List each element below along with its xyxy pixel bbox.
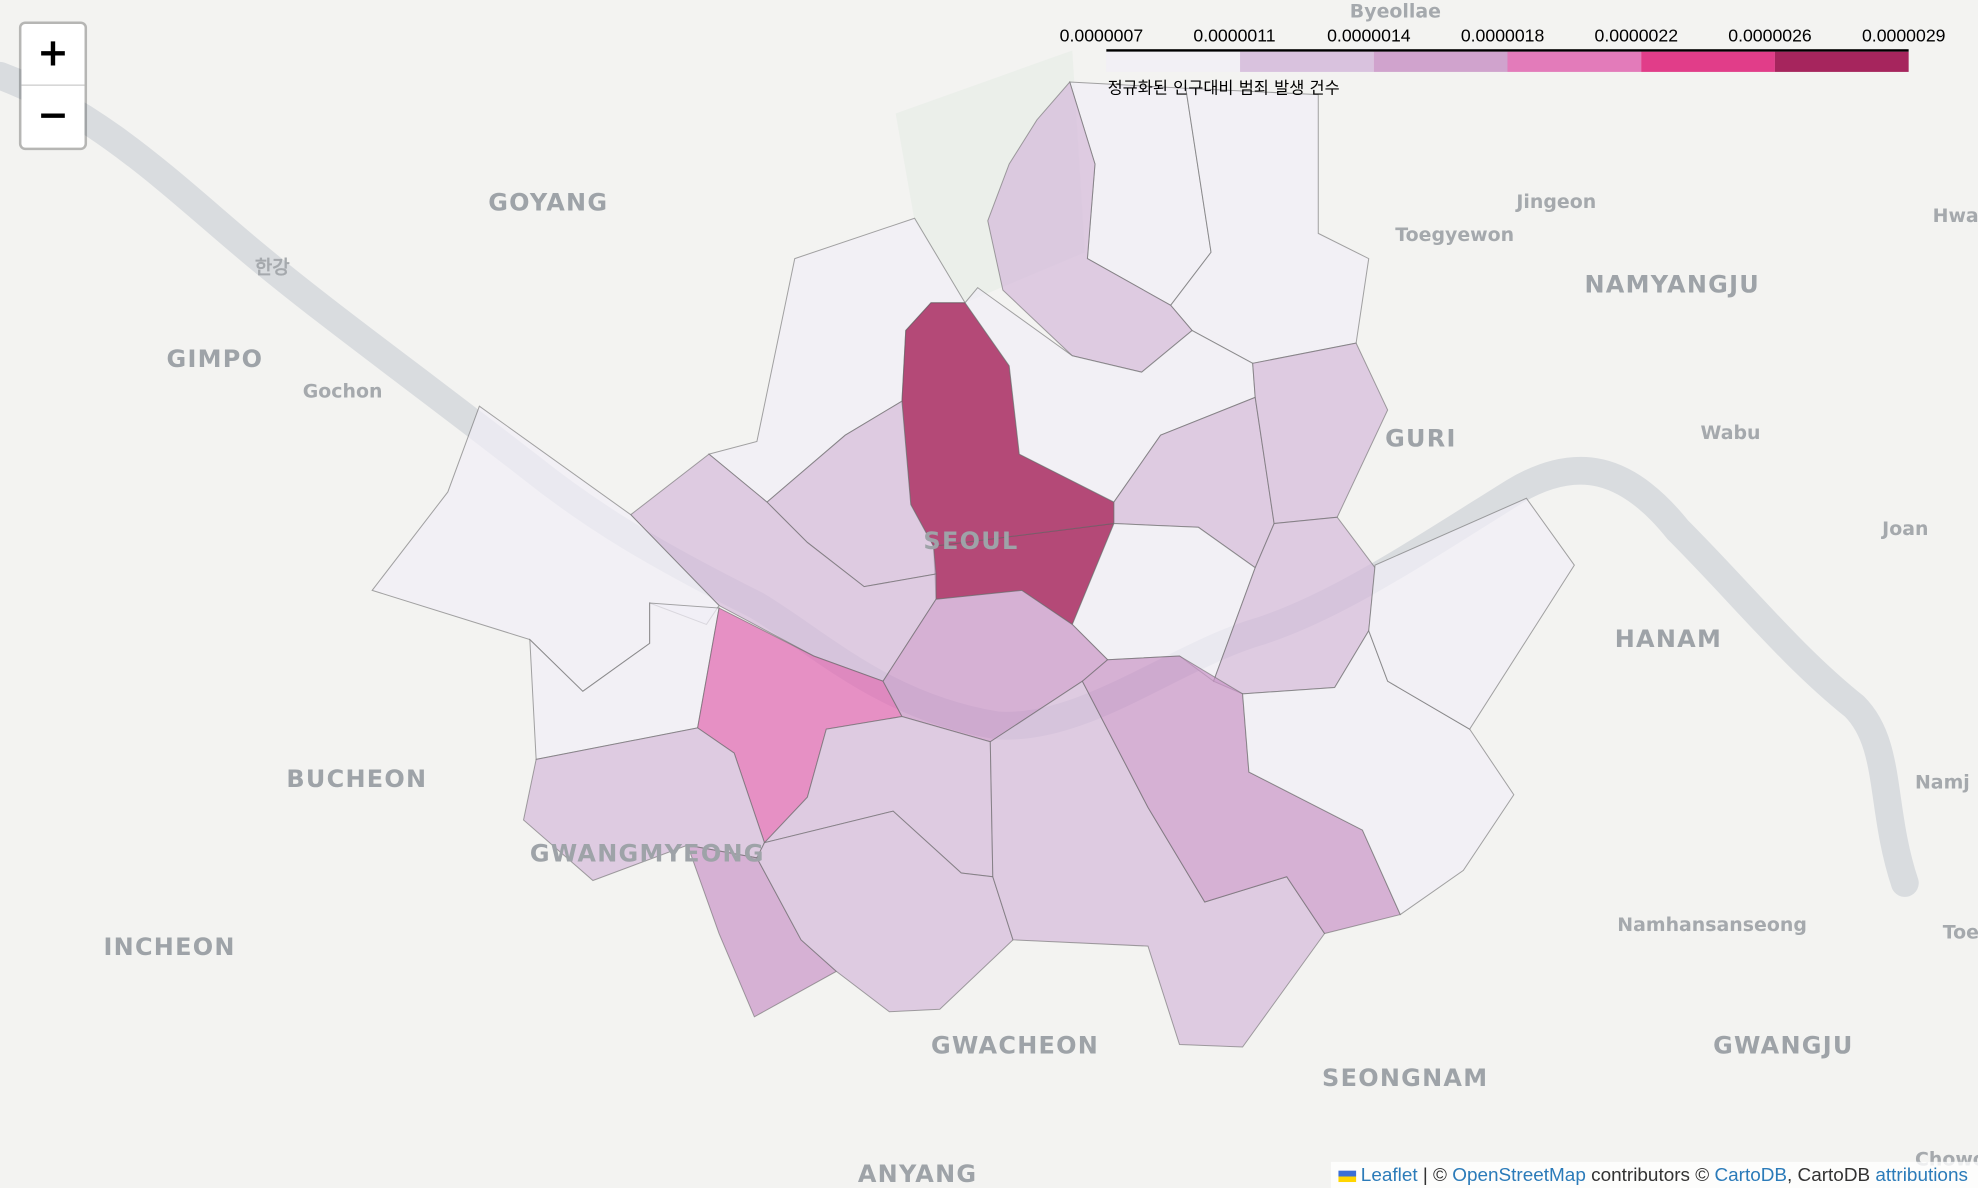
zoom-in-button[interactable]: + bbox=[21, 24, 85, 86]
legend-tick-label: 0.0000018 bbox=[1460, 25, 1545, 46]
place-label: Toegyewon bbox=[1395, 223, 1515, 246]
legend-tick-label: 0.0000014 bbox=[1327, 25, 1411, 46]
place-label: Wabu bbox=[1700, 421, 1761, 445]
legend-swatch bbox=[1507, 51, 1642, 72]
attribution-contributors: contributors © bbox=[1585, 1164, 1715, 1186]
place-label: SEONGNAM bbox=[1322, 1064, 1489, 1093]
place-label: Byeollae bbox=[1349, 0, 1441, 23]
color-legend: 0.0000007 0.0000011 0.0000014 0.0000018 0.00… bbox=[1060, 23, 1962, 105]
legend-axis-line bbox=[1106, 49, 1909, 52]
legend-swatch bbox=[1641, 51, 1775, 72]
place-label: 한강 bbox=[254, 256, 290, 279]
place-label: SEOUL bbox=[923, 527, 1019, 556]
attribution-cartodb-text: , CartoDB bbox=[1787, 1164, 1876, 1186]
legend-tick-label: 0.0000022 bbox=[1594, 25, 1679, 46]
cartodb-link[interactable]: CartoDB bbox=[1714, 1164, 1788, 1186]
place-label: Gochon bbox=[302, 379, 383, 403]
place-label: HANAM bbox=[1614, 625, 1723, 654]
place-label: GWANGMYEONG bbox=[529, 840, 765, 868]
attributions-link[interactable]: attributions bbox=[1875, 1164, 1968, 1186]
attribution-separator: | © bbox=[1417, 1164, 1453, 1186]
district-polygon[interactable] bbox=[629, 453, 937, 682]
place-label: Joan bbox=[1882, 517, 1929, 540]
legend-swatch bbox=[1373, 51, 1508, 72]
attribution: Leaflet | © OpenStreetMap contributors ©… bbox=[1330, 1161, 1978, 1188]
openstreetmap-link[interactable]: OpenStreetMap bbox=[1452, 1164, 1586, 1186]
ukraine-flag-icon bbox=[1338, 1170, 1356, 1182]
zoom-control: + − bbox=[18, 21, 88, 151]
place-label: GOYANG bbox=[488, 189, 609, 217]
place-label: NAMYANGJU bbox=[1584, 271, 1760, 299]
place-label: Hwa bbox=[1932, 204, 1978, 228]
legend-tick-label: 0.0000011 bbox=[1193, 25, 1276, 46]
place-label: ANYANG bbox=[857, 1160, 978, 1188]
leaflet-link[interactable]: Leaflet bbox=[1360, 1164, 1418, 1186]
place-label: GWACHEON bbox=[930, 1031, 1100, 1060]
place-label: GIMPO bbox=[166, 345, 264, 374]
place-label: Namhansanseong bbox=[1617, 913, 1807, 937]
legend-swatch bbox=[1240, 51, 1374, 72]
legend-tick-label: 0.0000026 bbox=[1728, 25, 1812, 46]
district-polygon[interactable] bbox=[1368, 497, 1575, 730]
place-label: Jingeon bbox=[1516, 190, 1597, 214]
zoom-out-button[interactable]: − bbox=[37, 93, 69, 138]
legend-tick-label: 0.0000029 bbox=[1861, 25, 1946, 46]
place-label: Toe bbox=[1942, 920, 1978, 944]
legend-tick-label: 0.0000007 bbox=[1059, 25, 1144, 46]
legend-title: 정규화된 인구대비 범죄 발생 건수 bbox=[1107, 79, 1340, 99]
legend-swatch bbox=[1774, 51, 1909, 72]
district-polygon[interactable] bbox=[1242, 629, 1515, 916]
place-label: GURI bbox=[1385, 425, 1457, 453]
place-label: Namj bbox=[1914, 770, 1970, 794]
place-label: INCHEON bbox=[103, 933, 236, 962]
place-label: GWANGJU bbox=[1713, 1031, 1854, 1060]
district-layer bbox=[371, 80, 1575, 1048]
place-label: BUCHEON bbox=[286, 765, 428, 794]
legend-swatch bbox=[1106, 51, 1241, 72]
district-polygon[interactable] bbox=[1252, 342, 1389, 525]
